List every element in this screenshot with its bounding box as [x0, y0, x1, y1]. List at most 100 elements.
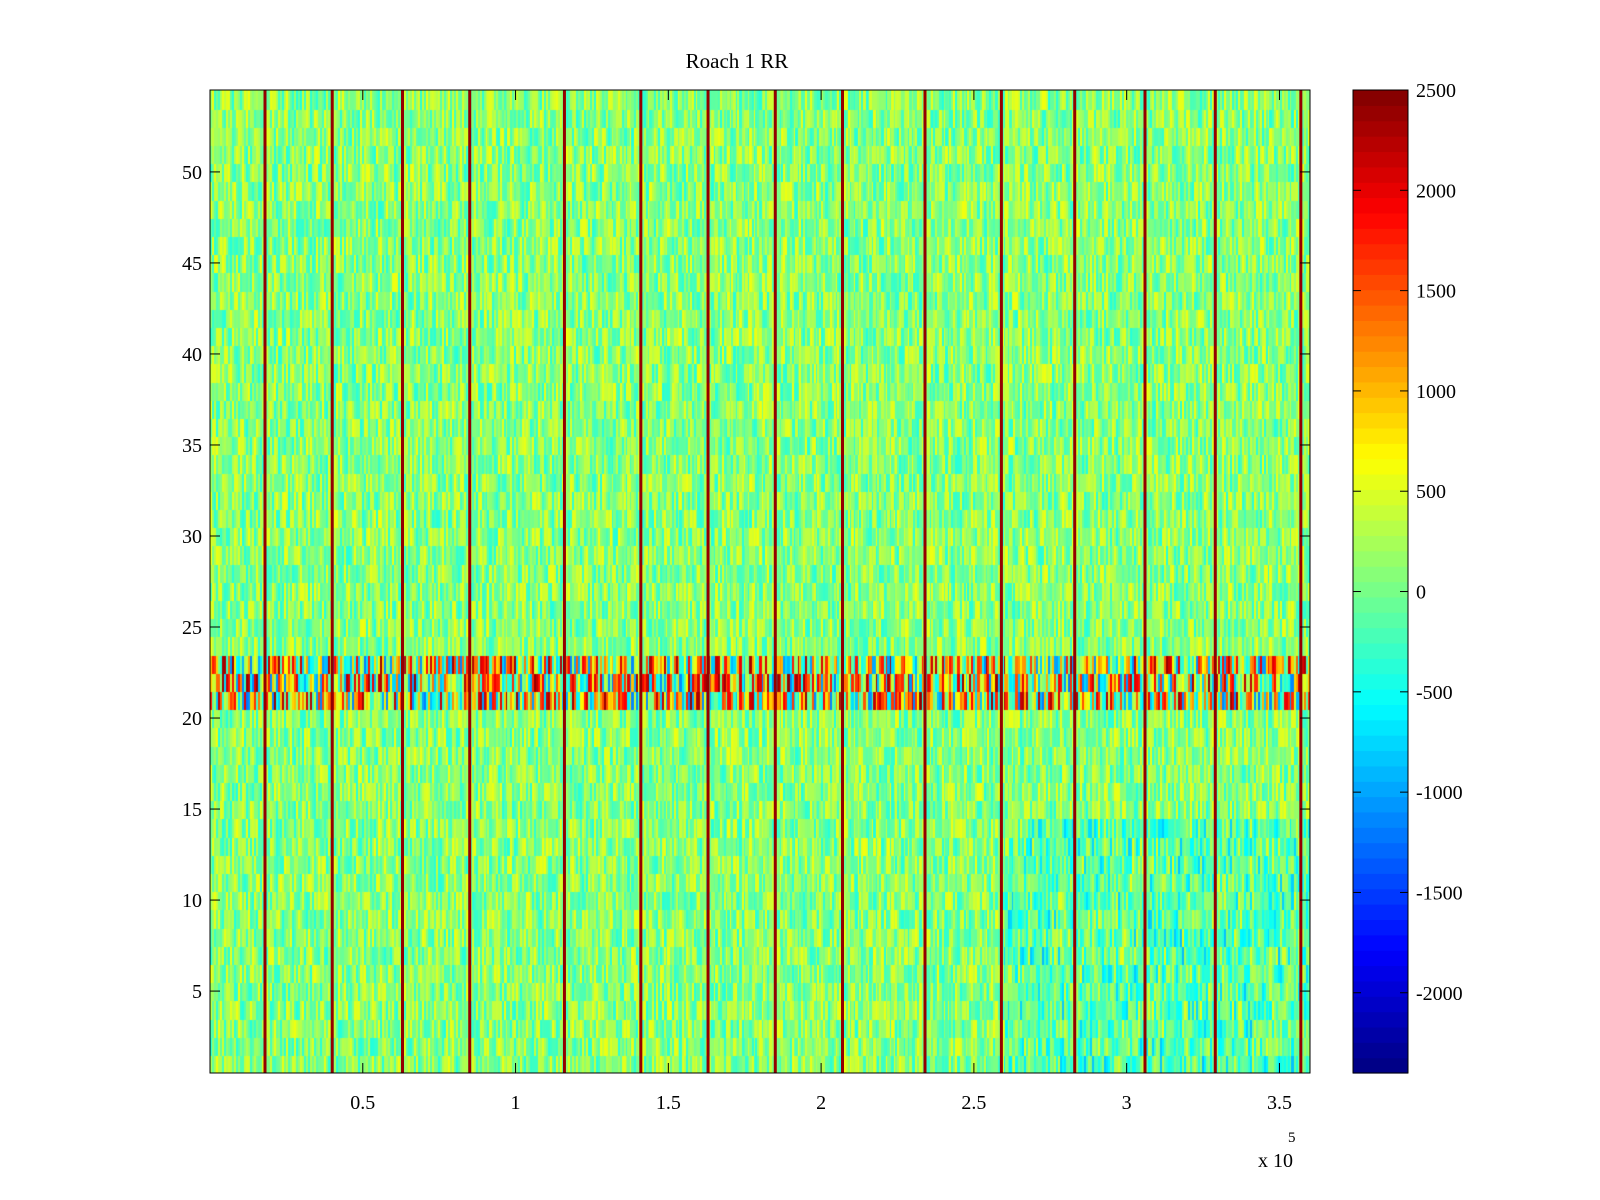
y-tick-label: 30: [182, 526, 202, 548]
colorbar-segment: [1353, 520, 1408, 537]
colorbar-segment: [1353, 305, 1408, 321]
colorbar-segment: [1353, 596, 1408, 613]
x-tick-label: 3: [1122, 1092, 1132, 1114]
high-value-column: [923, 90, 927, 1073]
colorbar-segment: [1353, 458, 1408, 475]
colorbar-tick-label: -500: [1416, 682, 1453, 704]
colorbar-segment: [1353, 136, 1408, 153]
colorbar-segment: [1353, 1057, 1408, 1074]
colorbar-segment: [1353, 1026, 1408, 1043]
plot-axes: 0.5 1 1.5 2 2.5 3 3.5 5 10 15 20 25 30 35 40 45 50 x 10 5: [182, 89, 1311, 1172]
colorbar-tick-label: 1000: [1416, 381, 1456, 403]
colorbar-segment: [1353, 873, 1408, 890]
colorbar-tick-label: 0: [1416, 582, 1426, 604]
colorbar-segment: [1353, 427, 1408, 444]
colorbar-segment: [1353, 105, 1408, 122]
colorbar-segment: [1353, 550, 1408, 567]
high-value-column: [773, 90, 777, 1073]
colorbar-segment: [1353, 289, 1408, 306]
high-value-column: [1143, 90, 1147, 1073]
chart-title: Roach 1 RR: [686, 49, 789, 73]
colorbar-segment: [1353, 504, 1408, 521]
colorbar-tick-label: -1000: [1416, 782, 1463, 804]
colorbar-segment: [1353, 827, 1408, 844]
colorbar-frame: [1352, 89, 1409, 1074]
colorbar-segment: [1353, 612, 1408, 629]
y-tick-label: 45: [182, 253, 202, 275]
colorbar: 2500 2000 1500 1000 500 0 -500 -1000 -1500 -2000: [1352, 80, 1463, 1074]
colorbar-segment: [1353, 996, 1408, 1013]
colorbar-tick-label: -2000: [1416, 983, 1463, 1005]
colorbar-segment: [1353, 228, 1408, 245]
colorbar-segment: [1353, 919, 1408, 936]
colorbar-segment: [1353, 535, 1408, 552]
heatmap-cells: [210, 90, 1310, 1073]
colorbar-segment: [1353, 473, 1408, 490]
high-value-column: [999, 90, 1003, 1073]
colorbar-segment: [1353, 166, 1408, 183]
high-value-column: [1213, 90, 1217, 1073]
colorbar-segment: [1353, 151, 1408, 168]
colorbar-segment: [1353, 689, 1408, 705]
colorbar-segment: [1353, 197, 1408, 214]
colorbar-segment: [1353, 366, 1408, 383]
x-tick-label: 1: [511, 1092, 521, 1114]
heatmap-image: [210, 90, 1310, 1073]
colorbar-tick-label: -1500: [1416, 882, 1463, 904]
colorbar-segment: [1353, 658, 1408, 675]
high-value-column: [1073, 90, 1077, 1073]
colorbar-segment: [1353, 397, 1408, 414]
high-value-column: [401, 90, 404, 1073]
y-tick-label: 40: [182, 344, 202, 366]
colorbar-segment: [1353, 750, 1408, 767]
x-tick-label: 3.5: [1267, 1092, 1292, 1114]
colorbar-segment: [1353, 412, 1408, 429]
colorbar-segment: [1353, 182, 1408, 199]
colorbar-segment: [1353, 642, 1408, 659]
colorbar-segment: [1353, 320, 1408, 337]
x-tick-label: 1.5: [656, 1092, 681, 1114]
colorbar-segment: [1353, 934, 1408, 951]
colorbar-segment: [1353, 274, 1408, 291]
high-value-column: [841, 90, 844, 1073]
colorbar-segment: [1353, 842, 1408, 859]
high-value-column: [263, 90, 267, 1073]
colorbar-segment: [1353, 381, 1408, 398]
colorbar-segment: [1353, 765, 1408, 782]
colorbar-segment: [1353, 673, 1408, 690]
colorbar-segment: [1353, 735, 1408, 752]
colorbar-segment: [1353, 566, 1408, 583]
colorbar-segment: [1353, 120, 1408, 137]
colorbar-segment: [1353, 704, 1408, 721]
colorbar-segment: [1353, 965, 1408, 982]
colorbar-segment: [1353, 627, 1408, 644]
y-tick-label: 35: [182, 435, 202, 457]
colorbar-segment: [1353, 950, 1408, 967]
colorbar-segment: [1353, 857, 1408, 874]
y-tick-label: 50: [182, 162, 202, 184]
axes-frame: [209, 89, 1311, 1074]
colorbar-segment: [1353, 796, 1408, 813]
colorbar-segment: [1353, 212, 1408, 229]
colorbar-tick-label: 500: [1416, 481, 1446, 503]
x-axis-multiplier-exponent: 5: [1288, 1130, 1296, 1146]
colorbar-segment: [1353, 335, 1408, 352]
colorbar-tick-label: 2500: [1416, 80, 1456, 102]
high-value-column: [639, 90, 643, 1073]
colorbar-segment: [1353, 888, 1408, 905]
colorbar-segment: [1353, 1011, 1408, 1028]
y-tick-label: 15: [182, 799, 202, 821]
colorbar-segment: [1353, 90, 1408, 106]
y-tick-label: 25: [182, 617, 202, 639]
high-value-column: [706, 90, 710, 1073]
colorbar-segment: [1353, 258, 1408, 275]
y-tick-label: 20: [182, 708, 202, 730]
y-tick-label: 5: [192, 981, 202, 1003]
colorbar-segment: [1353, 1042, 1408, 1059]
y-tick-label: 10: [182, 890, 202, 912]
colorbar-segment: [1353, 443, 1408, 460]
x-tick-label: 2.5: [961, 1092, 986, 1114]
colorbar-segment: [1353, 581, 1408, 598]
colorbar-tick-label: 2000: [1416, 180, 1456, 202]
